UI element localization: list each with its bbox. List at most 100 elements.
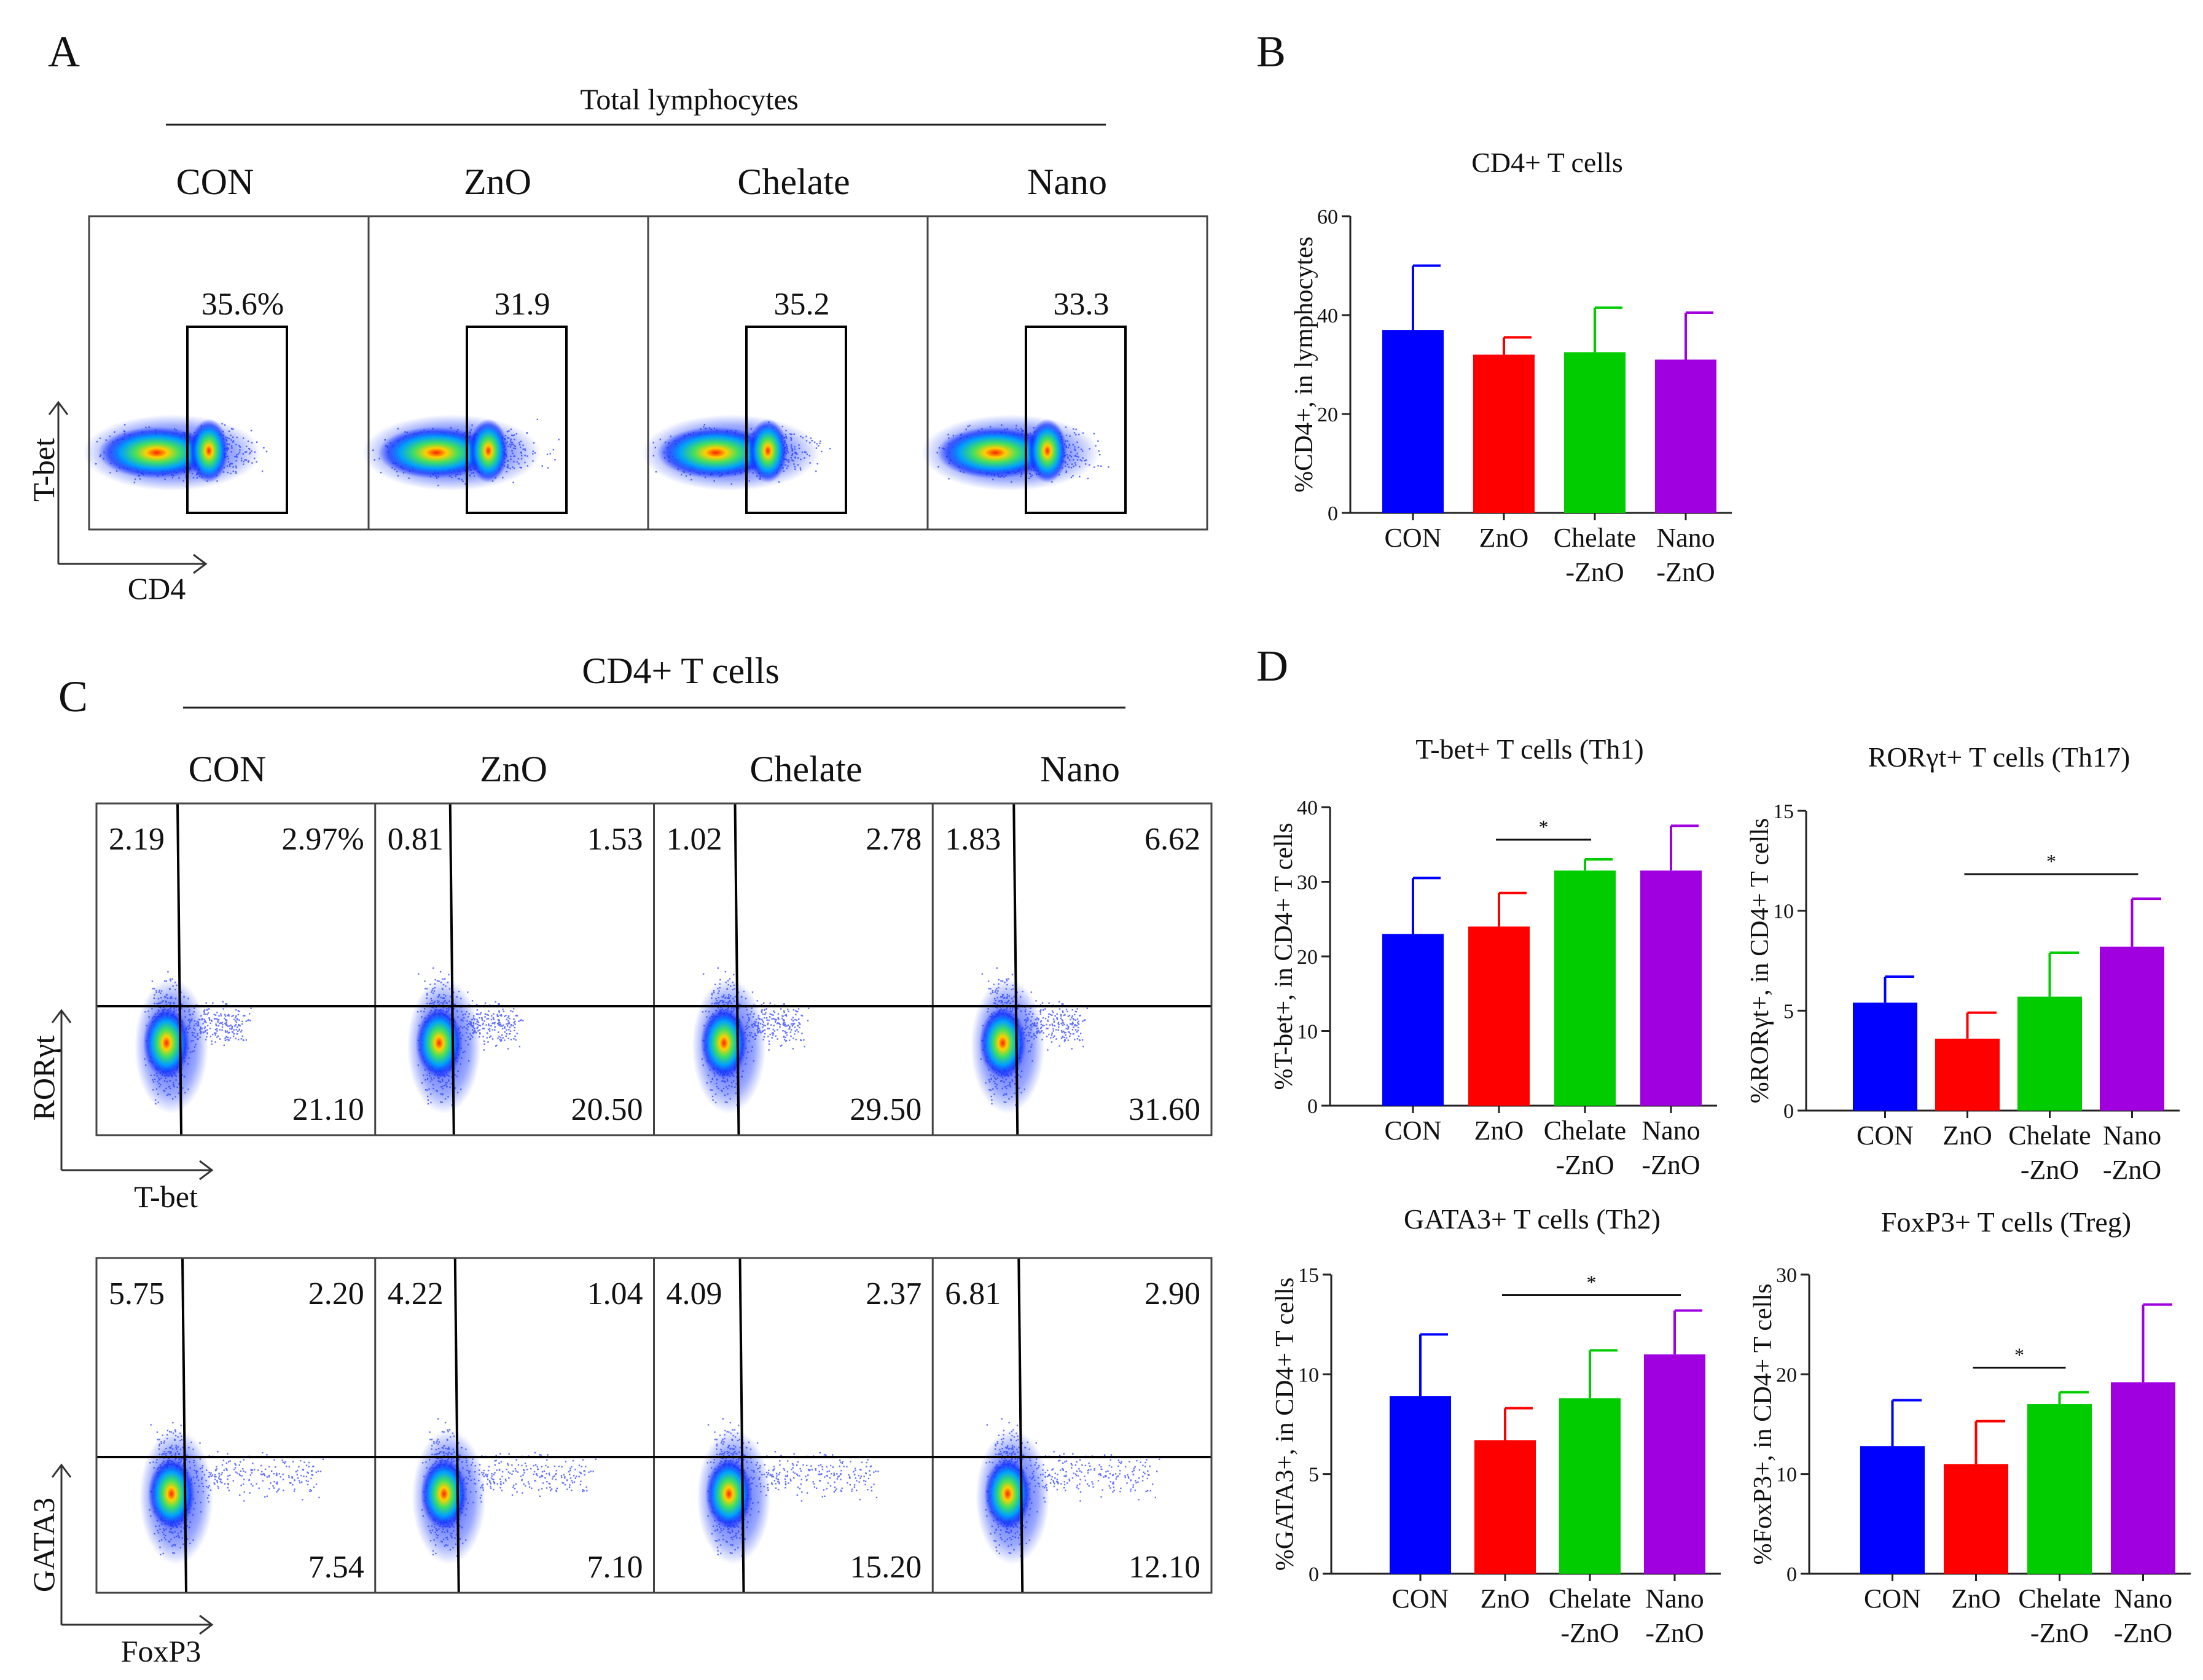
chart-d4-ytick-label: 20 <box>1776 1364 1797 1386</box>
panel-c-row2-quad-vline-4 <box>1017 1257 1024 1593</box>
chart-b-bar <box>1382 330 1444 513</box>
chart-d1-xtick-label: ZnO <box>1474 1115 1524 1146</box>
panel-a-header: Total lymphocytes <box>580 84 798 116</box>
panel-c-flow: CD4+ T cells CON ZnO Chelate Nano 2.19 2.… <box>26 651 1213 1668</box>
chart-d4-xtick-label: Nano <box>2114 1584 2172 1614</box>
chart-d3-xtick-label: -ZnO <box>1645 1618 1704 1648</box>
panel-a-gate-label-2: 31.9 <box>495 287 550 322</box>
chart-d4-bar <box>1944 1464 2008 1574</box>
panel-c-row2-lr-label-4: 12.10 <box>1129 1550 1200 1585</box>
panel-a-density-left-3 <box>657 427 774 479</box>
chart-b-ylabel: %CD4+, in lymphocytes <box>1290 236 1318 493</box>
panel-c-row1-ul-label-3: 1.02 <box>667 822 722 857</box>
chart-b-title: CD4+ T cells <box>1471 147 1623 178</box>
panel-c-row1-ur-label-1: 2.97% <box>281 822 364 857</box>
panel-c-row2-ur-label-4: 2.90 <box>1145 1276 1200 1311</box>
panel-c-row2-y-arrow-head <box>51 1463 72 1478</box>
chart-d3-bar <box>1390 1396 1451 1574</box>
chart-d3-significance-star: * <box>1587 1271 1597 1293</box>
panel-c-row2-plot-4: 6.81 2.90 12.10 <box>931 1257 1200 1593</box>
panel-c-header: CD4+ T cells <box>582 651 780 691</box>
panel-c-row2-plot-2: 4.22 1.04 7.10 <box>374 1257 643 1593</box>
chart-d4: FoxP3+ T cells (Treg) %FoxP3+, in CD4+ T … <box>1749 1206 2191 1648</box>
panel-a-x-label: CD4 <box>128 571 186 606</box>
chart-d2-xtick-label: -ZnO <box>2103 1155 2161 1185</box>
panel-a-plot-4: 33.3 <box>922 216 1127 529</box>
panel-c-group-chelate: Chelate <box>749 749 862 789</box>
panel-c-row1-y-label: RORγt <box>26 1035 61 1120</box>
panel-letter-d: D <box>1256 641 1288 690</box>
chart-d4-bar <box>1860 1446 1925 1574</box>
chart-d4-xtick-label: CON <box>1864 1584 1921 1614</box>
panel-a-group-nano: Nano <box>1027 162 1107 202</box>
panel-a-flow: Total lymphocytes CON ZnO Chelate Nano 3… <box>26 84 1208 606</box>
panel-c-row2-ur-label-2: 1.04 <box>587 1276 643 1311</box>
panel-c-row1-ul-label-4: 1.83 <box>945 822 1001 857</box>
chart-b-xtick-label: ZnO <box>1479 523 1529 553</box>
chart-d1-bar <box>1468 926 1530 1106</box>
panel-c-row1-lr-label-1: 21.10 <box>292 1092 364 1127</box>
panel-a-group-chelate: Chelate <box>737 162 850 202</box>
chart-d1-ytick-label: 30 <box>1297 872 1318 894</box>
panel-a-gate-2 <box>466 326 568 514</box>
chart-d1-bar <box>1382 934 1444 1106</box>
chart-b-ytick-label: 60 <box>1317 206 1338 229</box>
chart-d3-ytick-label: 5 <box>1309 1464 1319 1487</box>
chart-d3-bar <box>1644 1354 1705 1574</box>
panel-a-density-right-2 <box>469 419 508 483</box>
chart-d2-title: RORγt+ T cells (Th17) <box>1868 741 2131 773</box>
panel-c-group-zno: ZnO <box>480 749 547 789</box>
chart-b-xtick-label: -ZnO <box>1656 557 1715 587</box>
chart-d4-xtick-label: ZnO <box>1951 1584 2001 1614</box>
panel-c-row1-lr-label-2: 20.50 <box>571 1092 643 1127</box>
chart-d4-title: FoxP3+ T cells (Treg) <box>1881 1206 2131 1238</box>
chart-b-ytick-label: 20 <box>1317 404 1338 426</box>
panel-c-row1: 2.19 2.97% 21.10 0.81 1.53 20.50 1.02 2.78 29.50… <box>96 803 1211 1136</box>
chart-d1-ytick-label: 0 <box>1307 1095 1318 1118</box>
chart-d3-xtick-label: -ZnO <box>1560 1618 1619 1648</box>
chart-d2-ytick-label: 5 <box>1783 1000 1794 1023</box>
panel-c-row1-density-core-2 <box>415 1007 463 1079</box>
chart-d1-bar <box>1640 870 1702 1106</box>
chart-d2-ytick-label: 0 <box>1783 1100 1794 1123</box>
chart-d4-xtick-label: Chelate <box>2018 1584 2100 1614</box>
chart-d2-ytick-label: 10 <box>1773 901 1794 923</box>
panel-c-row2-density-core-3 <box>705 1458 753 1530</box>
panel-c-row2-quad-vline-2 <box>453 1257 460 1593</box>
panel-c-row2-lr-label-2: 7.10 <box>587 1550 643 1585</box>
panel-a-gate-1 <box>186 326 288 514</box>
chart-d2-xtick-label: Chelate <box>2008 1120 2091 1151</box>
panel-c-row1-ul-label-2: 0.81 <box>388 822 444 857</box>
panel-a-density-left-2 <box>378 427 495 479</box>
panel-c-row1-density-core-1 <box>143 1007 190 1079</box>
panel-a-frame <box>88 215 1208 531</box>
panel-c-row2-density-core-4 <box>984 1458 1031 1530</box>
panel-c-row1-quad-vline-2 <box>448 803 455 1136</box>
chart-b: CD4+ T cells %CD4+, in lymphocytes 0 20 40 60… <box>1290 147 1732 587</box>
panel-a-x-arrow-head <box>193 553 208 574</box>
panel-c-row2: 5.75 2.20 7.54 4.22 1.04 7.10 4.09 2.37 15.20 6.8… <box>96 1257 1211 1593</box>
chart-d1-ytick-label: 10 <box>1297 1021 1318 1044</box>
chart-d2-ylabel: %RORγt+, in CD4+ T cells <box>1746 818 1774 1104</box>
chart-d3-bar <box>1559 1398 1621 1574</box>
panel-a-plot-2: 31.9 <box>362 216 568 529</box>
panel-c-row2-x-arrow-head <box>199 1614 214 1635</box>
panel-c-row2-lr-label-1: 7.54 <box>308 1550 364 1585</box>
panel-c-row1-x-label: T-bet <box>134 1179 198 1214</box>
chart-d2-ytick-label: 15 <box>1773 800 1794 823</box>
panel-c-row1-plot-4: 1.83 6.62 31.60 <box>931 803 1200 1136</box>
panel-c-row1-ul-label-1: 2.19 <box>109 822 165 857</box>
chart-d2-xtick-label: Nano <box>2103 1120 2161 1151</box>
panel-c-row1-ur-label-3: 2.78 <box>866 822 922 857</box>
panel-c-row2-density-core-1 <box>148 1458 195 1530</box>
chart-d4-ytick-label: 10 <box>1776 1464 1797 1487</box>
panel-c-row1-plot-2: 0.81 1.53 20.50 <box>374 803 643 1136</box>
chart-b-xtick-label: -ZnO <box>1565 557 1624 587</box>
panel-a-density-right-4 <box>1028 419 1067 483</box>
chart-d1-significance-star: * <box>1539 816 1549 838</box>
panel-a-y-arrow-head <box>48 400 69 415</box>
chart-b-ytick-label: 0 <box>1328 502 1338 525</box>
chart-d1-xtick-label: -ZnO <box>1641 1150 1700 1180</box>
panel-c-row2-quad-vline-3 <box>738 1257 745 1593</box>
